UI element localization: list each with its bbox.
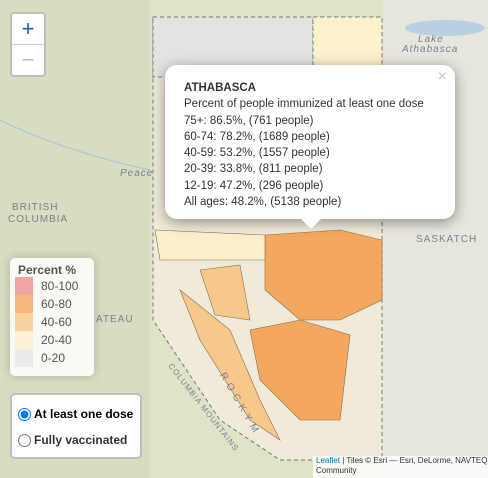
popup-line: 40-59: 53.2%, (1557 people) bbox=[184, 147, 330, 160]
popup-line: 20-39: 33.8%, (811 people) bbox=[184, 163, 323, 176]
map-label: Athabasca bbox=[402, 44, 459, 55]
legend-label: 80-100 bbox=[41, 279, 79, 293]
legend: Percent % 80-100 60-80 40-60 20-40 0-20 bbox=[10, 258, 94, 376]
popup-tip bbox=[300, 218, 322, 229]
map-label: COLUMBIA bbox=[8, 214, 69, 225]
legend-swatch bbox=[15, 349, 33, 367]
legend-swatch bbox=[15, 331, 33, 349]
legend-label: 0-20 bbox=[41, 351, 66, 365]
radio-option[interactable]: Fully vaccinated bbox=[16, 427, 136, 453]
map-label: Peace bbox=[120, 168, 154, 179]
legend-label: 40-60 bbox=[41, 315, 72, 329]
layer-control: At least one dose Fully vaccinated bbox=[10, 393, 142, 459]
legend-item: 0-20 bbox=[10, 349, 94, 367]
popup-title: ATHABASCA bbox=[184, 82, 256, 94]
popup: × ATHABASCA Percent of people immunized … bbox=[165, 65, 455, 229]
radio-option[interactable]: At least one dose bbox=[16, 401, 136, 427]
radio-label: Fully vaccinated bbox=[34, 433, 128, 447]
map-label: Lake bbox=[418, 34, 444, 45]
legend-title: Percent % bbox=[18, 263, 77, 277]
popup-close[interactable]: × bbox=[437, 68, 447, 85]
legend-label: 20-40 bbox=[41, 333, 72, 347]
popup-line: 60-74: 78.2%, (1689 people) bbox=[184, 130, 330, 143]
attribution: Leaflet | Tiles © Esri — Esri, DeLorme, … bbox=[313, 456, 488, 478]
legend-swatch bbox=[15, 295, 33, 313]
attribution-text: Community bbox=[316, 466, 357, 475]
legend-item: 40-60 bbox=[10, 313, 94, 331]
radio-button[interactable] bbox=[18, 407, 31, 421]
legend-swatch bbox=[15, 313, 33, 331]
legend-item: 80-100 bbox=[10, 277, 94, 295]
legend-item: 60-80 bbox=[10, 295, 94, 313]
legend-item: 20-40 bbox=[10, 331, 94, 349]
map-label: SASKATCH bbox=[416, 234, 478, 245]
legend-label: 60-80 bbox=[41, 297, 72, 311]
popup-subtitle: Percent of people immunized at least one… bbox=[184, 98, 424, 111]
legend-swatch bbox=[15, 277, 33, 295]
attribution-link[interactable]: Leaflet bbox=[316, 456, 341, 465]
popup-line: All ages: 48.2%, (5138 people) bbox=[184, 196, 342, 209]
map-label: BRITISH bbox=[12, 202, 59, 213]
zoom-out[interactable]: − bbox=[12, 44, 44, 75]
attribution-text: | Tiles © Esri — Esri, DeLorme, NAVTEQ bbox=[342, 456, 488, 465]
zoom-in[interactable]: + bbox=[21, 16, 35, 41]
radio-button[interactable] bbox=[18, 433, 31, 447]
radio-label: At least one dose bbox=[34, 407, 134, 421]
zoom-control: + − bbox=[10, 12, 46, 77]
popup-line: 12-19: 47.2%, (296 people) bbox=[184, 179, 324, 192]
map-label: ATEAU bbox=[96, 314, 134, 325]
popup-line: 75+: 86.5%, (761 people) bbox=[184, 114, 314, 127]
